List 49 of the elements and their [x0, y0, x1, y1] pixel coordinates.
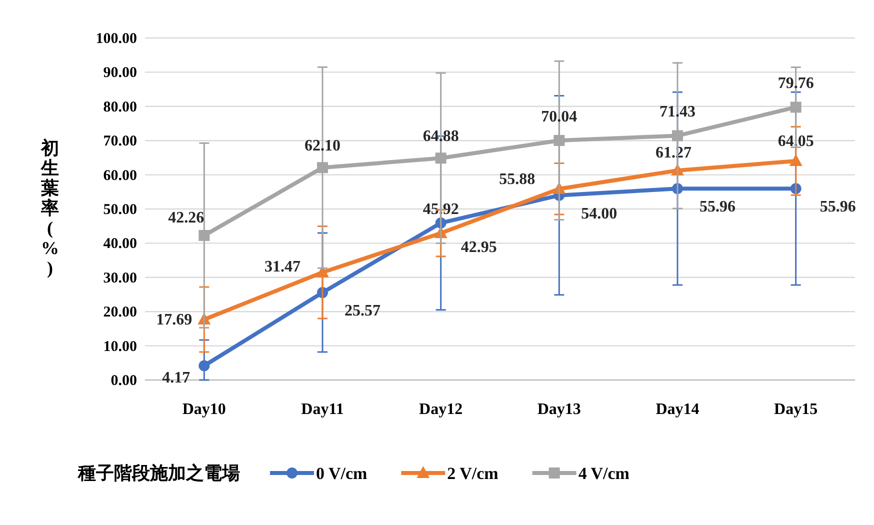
data-label: 45.92 [422, 200, 459, 218]
data-label: 54.00 [581, 205, 618, 222]
data-label: 55.96 [820, 198, 856, 216]
y-tick-label: 30.00 [103, 270, 137, 286]
legend-title: 種子階段施加之電場 [77, 463, 240, 483]
point [554, 134, 565, 146]
x-tick-label: Day15 [774, 401, 818, 418]
data-label: 17.69 [156, 312, 192, 328]
y-tick-label: 70.00 [103, 134, 137, 150]
y-tick-label: 50.00 [103, 202, 137, 218]
x-tick-label: Day14 [656, 401, 700, 418]
point [789, 154, 802, 166]
data-label: 64.88 [422, 128, 459, 146]
data-label: 62.10 [304, 138, 340, 155]
y-tick-label: 60.00 [103, 168, 137, 184]
legend-label: 2 V/cm [447, 464, 498, 483]
y-tick-label: 100.00 [96, 31, 137, 47]
data-label: 64.05 [778, 132, 814, 150]
y-tick-label: 0.00 [110, 373, 137, 389]
data-label: 79.76 [778, 75, 814, 92]
data-label: 25.57 [344, 302, 380, 320]
legend-label: 0 V/cm [316, 464, 368, 483]
legend-label: 4 V/cm [578, 464, 630, 483]
point [198, 230, 210, 241]
y-tick-label: 80.00 [103, 99, 137, 116]
data-label: 4.17 [162, 370, 190, 387]
point [317, 162, 328, 174]
data-label: 42.26 [168, 209, 204, 226]
data-label: 55.88 [499, 170, 536, 188]
x-tick-label: Day11 [301, 401, 344, 418]
y-tick-label: 20.00 [103, 304, 137, 321]
y-axis-title: 初生葉率(%) [40, 138, 59, 278]
x-tick-label: Day13 [537, 401, 581, 418]
data-label: 55.96 [700, 198, 736, 216]
data-label: 61.27 [656, 144, 692, 162]
x-tick-label: Day10 [182, 401, 226, 418]
point [316, 265, 329, 278]
data-label: 70.04 [541, 108, 578, 126]
point [198, 360, 210, 372]
y-tick-label: 90.00 [103, 65, 137, 82]
y-tick-label: 40.00 [103, 236, 137, 252]
x-tick-label: Day12 [419, 401, 463, 418]
point [435, 152, 446, 164]
point [790, 102, 802, 113]
point [672, 130, 683, 142]
data-label: 71.43 [660, 104, 696, 121]
y-tick-label: 10.00 [103, 338, 137, 355]
data-label: 31.47 [264, 258, 300, 276]
data-label: 42.95 [460, 239, 497, 256]
